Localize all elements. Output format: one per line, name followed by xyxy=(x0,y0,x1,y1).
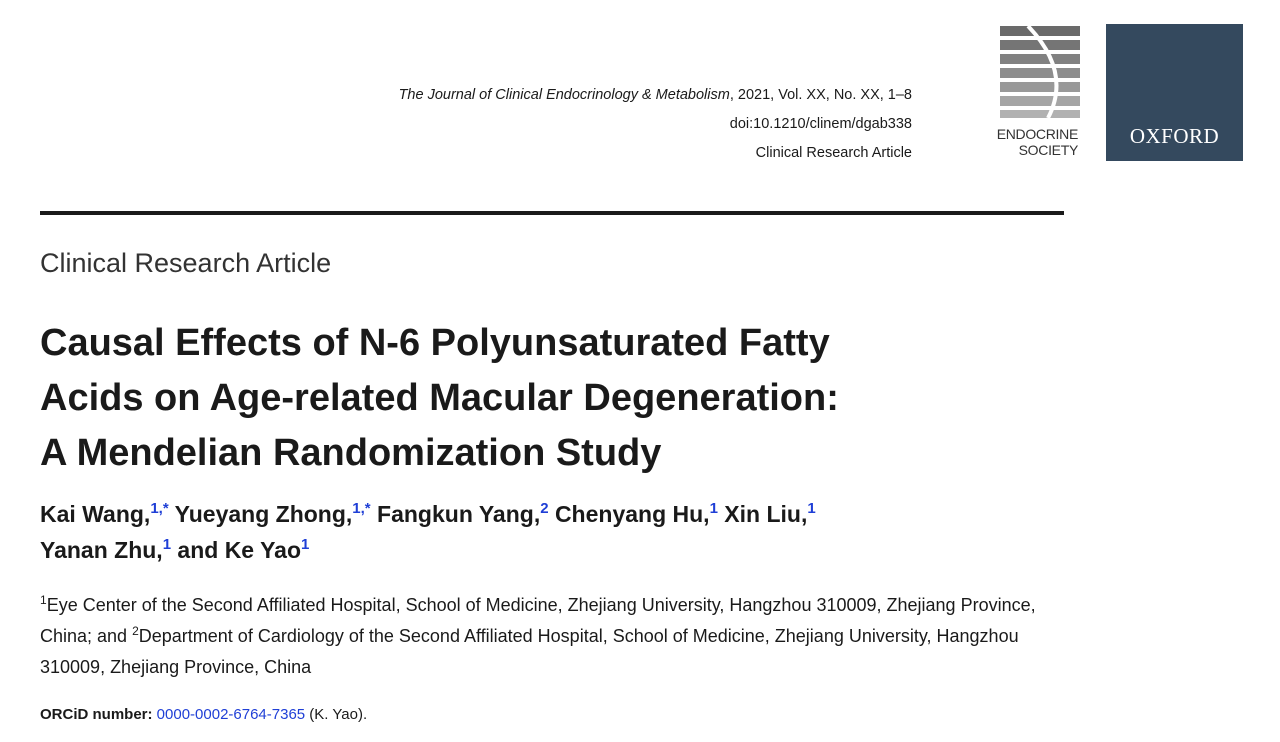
author-name: Kai Wang, xyxy=(40,501,151,527)
orcid-link[interactable]: 0000-0002-6764-7365 xyxy=(156,706,306,723)
endocrine-society-logo xyxy=(1000,26,1080,119)
author-affiliation-mark[interactable]: 1 xyxy=(807,500,816,517)
es-bar-1 xyxy=(1000,26,1080,36)
orcid-label: ORCiD number: xyxy=(40,706,153,723)
es-bar-7 xyxy=(1000,110,1080,118)
article-title: Causal Effects of N-6 Polyunsaturated Fa… xyxy=(40,316,1040,481)
author-list: Kai Wang,1,* Yueyang Zhong,1,* Fangkun Y… xyxy=(40,496,1080,568)
es-word-2: SOCIETY xyxy=(1018,142,1079,158)
journal-name: The Journal of Clinical Endocrinology & … xyxy=(398,87,730,103)
es-bar-4 xyxy=(1000,68,1080,78)
author-affiliation-mark[interactable]: 2 xyxy=(540,500,549,517)
affiliation-mark-2: 2 xyxy=(132,624,139,638)
journal-citation: The Journal of Clinical Endocrinology & … xyxy=(399,87,912,103)
orcid-suffix: (K. Yao). xyxy=(305,706,368,723)
es-arc xyxy=(1026,26,1059,119)
author-name: Fangkun Yang, xyxy=(377,501,541,527)
orcid-line: ORCiD number: 0000-0002-6764-7365 (K. Ya… xyxy=(40,706,367,723)
affiliation-mark-1: 1 xyxy=(40,593,47,607)
author-affiliation-mark[interactable]: 1,* xyxy=(150,500,169,517)
endocrine-society-wordmark: ENDOCRINE SOCIETY xyxy=(968,126,1079,158)
author-affiliation-mark[interactable]: 1 xyxy=(162,536,172,553)
es-bar-5 xyxy=(1000,82,1080,92)
doi[interactable]: doi:10.1210/clinem/dgab338 xyxy=(729,116,912,132)
affiliation-1: Eye Center of the Second Affiliated Hosp… xyxy=(40,595,1036,646)
author-name: and Ke Yao xyxy=(177,537,301,563)
author-affiliation-mark[interactable]: 1 xyxy=(709,500,718,517)
author-name: Yueyang Zhong, xyxy=(174,501,353,527)
author-name: Xin Liu, xyxy=(724,501,808,527)
oxford-wordmark: OXFORD xyxy=(1129,124,1220,148)
section-label: Clinical Research Article xyxy=(40,248,332,278)
affiliation-2: Department of Cardiology of the Second A… xyxy=(40,626,1019,677)
oxford-logo: OXFORD xyxy=(1106,24,1243,161)
author-name: Chenyang Hu, xyxy=(554,501,710,527)
es-bar-6 xyxy=(1000,96,1080,106)
es-word-1: ENDOCRINE xyxy=(996,126,1079,142)
es-bar-3 xyxy=(1000,54,1080,64)
header-article-type: Clinical Research Article xyxy=(755,145,912,161)
author-affiliation-mark[interactable]: 1,* xyxy=(352,500,371,517)
affiliations: 1Eye Center of the Second Affiliated Hos… xyxy=(40,590,1070,683)
journal-details: , 2021, Vol. XX, No. XX, 1–8 xyxy=(729,87,912,103)
author-name: Yanan Zhu, xyxy=(40,537,163,563)
title-line-2: Acids on Age-related Macular Degeneratio… xyxy=(40,377,839,419)
author-affiliation-mark[interactable]: 1 xyxy=(301,536,310,553)
header-rule xyxy=(40,211,1064,215)
es-bar-2 xyxy=(1000,40,1080,50)
title-line-3: A Mendelian Randomization Study xyxy=(40,432,662,474)
title-line-1: Causal Effects of N-6 Polyunsaturated Fa… xyxy=(40,322,830,364)
